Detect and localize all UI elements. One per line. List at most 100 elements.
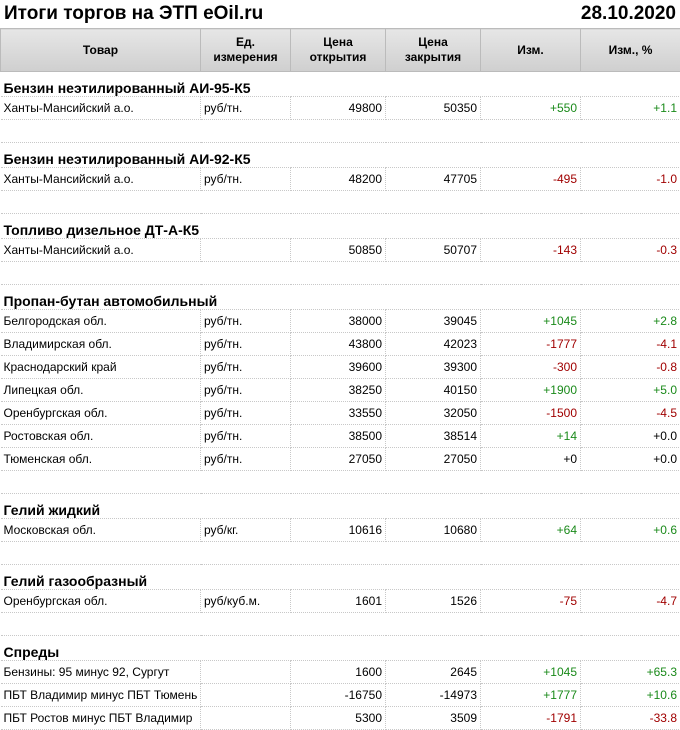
change-pct: -0.8 [581, 356, 680, 379]
change: -143 [481, 239, 581, 262]
blank-row [1, 542, 680, 565]
change-pct: -4.7 [581, 590, 680, 613]
open-price: -16750 [291, 684, 386, 707]
close-price: 38514 [386, 425, 481, 448]
change: -1777 [481, 333, 581, 356]
change: +0 [481, 448, 581, 471]
section-row: Гелий газообразный [1, 565, 680, 590]
data-row: ПБТ Владимир минус ПБТ Тюмень-16750-1497… [1, 684, 680, 707]
change-pct: +0.0 [581, 448, 680, 471]
unit: руб/кг. [201, 519, 291, 542]
product: Оренбургская обл. [1, 590, 201, 613]
change: +1045 [481, 310, 581, 333]
close-price: 42023 [386, 333, 481, 356]
close-price: 27050 [386, 448, 481, 471]
change: -495 [481, 168, 581, 191]
product: Белгородская обл. [1, 310, 201, 333]
section-title: Бензин неэтилированный АИ-92-К5 [1, 143, 680, 168]
change-pct: -1.0 [581, 168, 680, 191]
change: -300 [481, 356, 581, 379]
product: Ханты-Мансийский а.о. [1, 97, 201, 120]
section-row: Бензин неэтилированный АИ-92-К5 [1, 143, 680, 168]
blank-cell [1, 262, 680, 285]
close-price: -14973 [386, 684, 481, 707]
change-pct: +2.8 [581, 310, 680, 333]
product: Владимирская обл. [1, 333, 201, 356]
close-price: 39300 [386, 356, 481, 379]
section-title: Спреды [1, 636, 680, 661]
section-title: Гелий жидкий [1, 494, 680, 519]
column-header: Цена закрытия [386, 29, 481, 72]
product: Ростовская обл. [1, 425, 201, 448]
section-row: Пропан-бутан автомобильный [1, 285, 680, 310]
unit: руб/тн. [201, 379, 291, 402]
blank-cell [1, 613, 680, 636]
close-price: 10680 [386, 519, 481, 542]
title: Итоги торгов на ЭТП eOil.ru [4, 3, 263, 25]
open-price: 49800 [291, 97, 386, 120]
close-price: 47705 [386, 168, 481, 191]
change-pct: +65.3 [581, 661, 680, 684]
close-price: 39045 [386, 310, 481, 333]
column-header: Цена открытия [291, 29, 386, 72]
blank-cell [1, 542, 680, 565]
change: +1900 [481, 379, 581, 402]
unit: руб/тн. [201, 333, 291, 356]
unit [201, 239, 291, 262]
open-price: 1600 [291, 661, 386, 684]
product: Оренбургская обл. [1, 402, 201, 425]
close-price: 32050 [386, 402, 481, 425]
unit [201, 707, 291, 730]
product: Тюменская обл. [1, 448, 201, 471]
unit: руб/тн. [201, 168, 291, 191]
section-row: Спреды [1, 636, 680, 661]
unit: руб/куб.м. [201, 590, 291, 613]
product: Ханты-Мансийский а.о. [1, 239, 201, 262]
section-row: Топливо дизельное ДТ-А-К5 [1, 214, 680, 239]
product: Бензины: 95 минус 92, Сургут [1, 661, 201, 684]
change: +14 [481, 425, 581, 448]
open-price: 39600 [291, 356, 386, 379]
change-pct: -0.3 [581, 239, 680, 262]
close-price: 2645 [386, 661, 481, 684]
change: +1777 [481, 684, 581, 707]
unit: руб/тн. [201, 425, 291, 448]
open-price: 38000 [291, 310, 386, 333]
change: -1500 [481, 402, 581, 425]
unit [201, 684, 291, 707]
column-header: Товар [1, 29, 201, 72]
product: ПБТ Ростов минус ПБТ Владимир [1, 707, 201, 730]
change-pct: +0.6 [581, 519, 680, 542]
close-price: 50350 [386, 97, 481, 120]
change-pct: -4.5 [581, 402, 680, 425]
blank-row [1, 262, 680, 285]
section-title: Топливо дизельное ДТ-А-К5 [1, 214, 680, 239]
blank-cell [1, 191, 680, 214]
change: -75 [481, 590, 581, 613]
open-price: 38500 [291, 425, 386, 448]
blank-cell [1, 120, 680, 143]
change: +64 [481, 519, 581, 542]
unit: руб/тн. [201, 310, 291, 333]
section-row: Бензин неэтилированный АИ-95-К5 [1, 72, 680, 97]
product: Ханты-Мансийский а.о. [1, 168, 201, 191]
section-title: Пропан-бутан автомобильный [1, 285, 680, 310]
change-pct: -33.8 [581, 707, 680, 730]
section-title: Бензин неэтилированный АИ-95-К5 [1, 72, 680, 97]
unit: руб/тн. [201, 448, 291, 471]
open-price: 38250 [291, 379, 386, 402]
header: Итоги торгов на ЭТП eOil.ru 28.10.2020 [0, 0, 680, 28]
page: Итоги торгов на ЭТП eOil.ru 28.10.2020 Т… [0, 0, 680, 678]
open-price: 43800 [291, 333, 386, 356]
